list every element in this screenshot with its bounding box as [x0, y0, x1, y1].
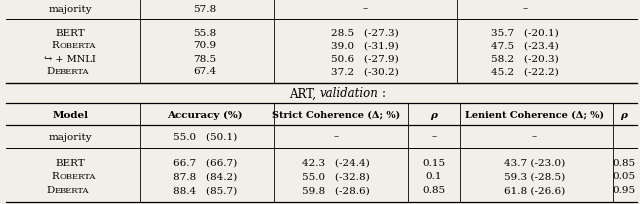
Text: 35.7   (-20.1): 35.7 (-20.1) [491, 28, 559, 37]
Text: –: – [522, 4, 527, 13]
Text: OBERTA: OBERTA [59, 172, 95, 180]
Text: 0.1: 0.1 [426, 172, 442, 181]
Text: 57.8: 57.8 [193, 4, 216, 13]
Text: BERTA: BERTA [60, 186, 89, 194]
Text: majority: majority [49, 4, 92, 13]
Text: 58.2   (-20.3): 58.2 (-20.3) [491, 54, 559, 63]
Text: 28.5   (-27.3): 28.5 (-27.3) [331, 28, 399, 37]
Text: 55.0   (-32.8): 55.0 (-32.8) [302, 172, 370, 181]
Text: –: – [431, 132, 436, 141]
Text: D: D [46, 67, 54, 76]
Text: 88.4   (85.7): 88.4 (85.7) [173, 186, 237, 195]
Text: BERT: BERT [56, 158, 85, 167]
Text: 55.0   (50.1): 55.0 (50.1) [173, 132, 237, 141]
Text: OBERTA: OBERTA [59, 42, 95, 50]
Text: –: – [532, 132, 537, 141]
Text: D: D [46, 186, 54, 195]
Text: 66.7   (66.7): 66.7 (66.7) [173, 158, 237, 167]
Text: ρ: ρ [431, 110, 437, 119]
Text: 67.4: 67.4 [193, 67, 216, 76]
Text: ↪ + MNLI: ↪ + MNLI [44, 54, 97, 63]
Text: 37.2   (-30.2): 37.2 (-30.2) [331, 67, 399, 76]
Text: 47.5   (-23.4): 47.5 (-23.4) [491, 41, 559, 50]
Text: 50.6   (-27.9): 50.6 (-27.9) [331, 54, 399, 63]
Text: majority: majority [49, 132, 92, 141]
Text: ρ: ρ [621, 110, 627, 119]
Text: 70.9: 70.9 [193, 41, 216, 50]
Text: Strict Coherence (Δ; %): Strict Coherence (Δ; %) [272, 110, 400, 119]
Text: ART,: ART, [289, 87, 320, 100]
Text: :: : [381, 87, 385, 100]
Text: 55.8: 55.8 [193, 28, 216, 37]
Text: 0.95: 0.95 [612, 186, 636, 195]
Text: 0.85: 0.85 [422, 186, 445, 195]
Text: –: – [362, 4, 367, 13]
Text: R: R [51, 172, 60, 181]
Text: Lenient Coherence (Δ; %): Lenient Coherence (Δ; %) [465, 110, 604, 119]
Text: BERT: BERT [56, 28, 85, 37]
Text: 0.05: 0.05 [612, 172, 636, 181]
Text: validation: validation [320, 87, 379, 100]
Text: R: R [51, 41, 60, 50]
Text: 42.3   (-24.4): 42.3 (-24.4) [302, 158, 370, 167]
Text: 0.85: 0.85 [612, 158, 636, 167]
Text: 0.15: 0.15 [422, 158, 445, 167]
Text: Model: Model [52, 110, 88, 119]
Text: E: E [54, 68, 60, 76]
Text: –: – [333, 132, 339, 141]
Text: 61.8 (-26.6): 61.8 (-26.6) [504, 186, 565, 195]
Text: 87.8   (84.2): 87.8 (84.2) [173, 172, 237, 181]
Text: 59.3 (-28.5): 59.3 (-28.5) [504, 172, 565, 181]
Text: E: E [54, 186, 60, 194]
Text: BERTA: BERTA [60, 68, 89, 76]
Text: 43.7 (-23.0): 43.7 (-23.0) [504, 158, 565, 167]
Text: 59.8   (-28.6): 59.8 (-28.6) [302, 186, 370, 195]
Text: 45.2   (-22.2): 45.2 (-22.2) [491, 67, 559, 76]
Text: 39.0   (-31.9): 39.0 (-31.9) [331, 41, 399, 50]
Text: 78.5: 78.5 [193, 54, 216, 63]
Text: Accuracy (%): Accuracy (%) [167, 110, 243, 119]
